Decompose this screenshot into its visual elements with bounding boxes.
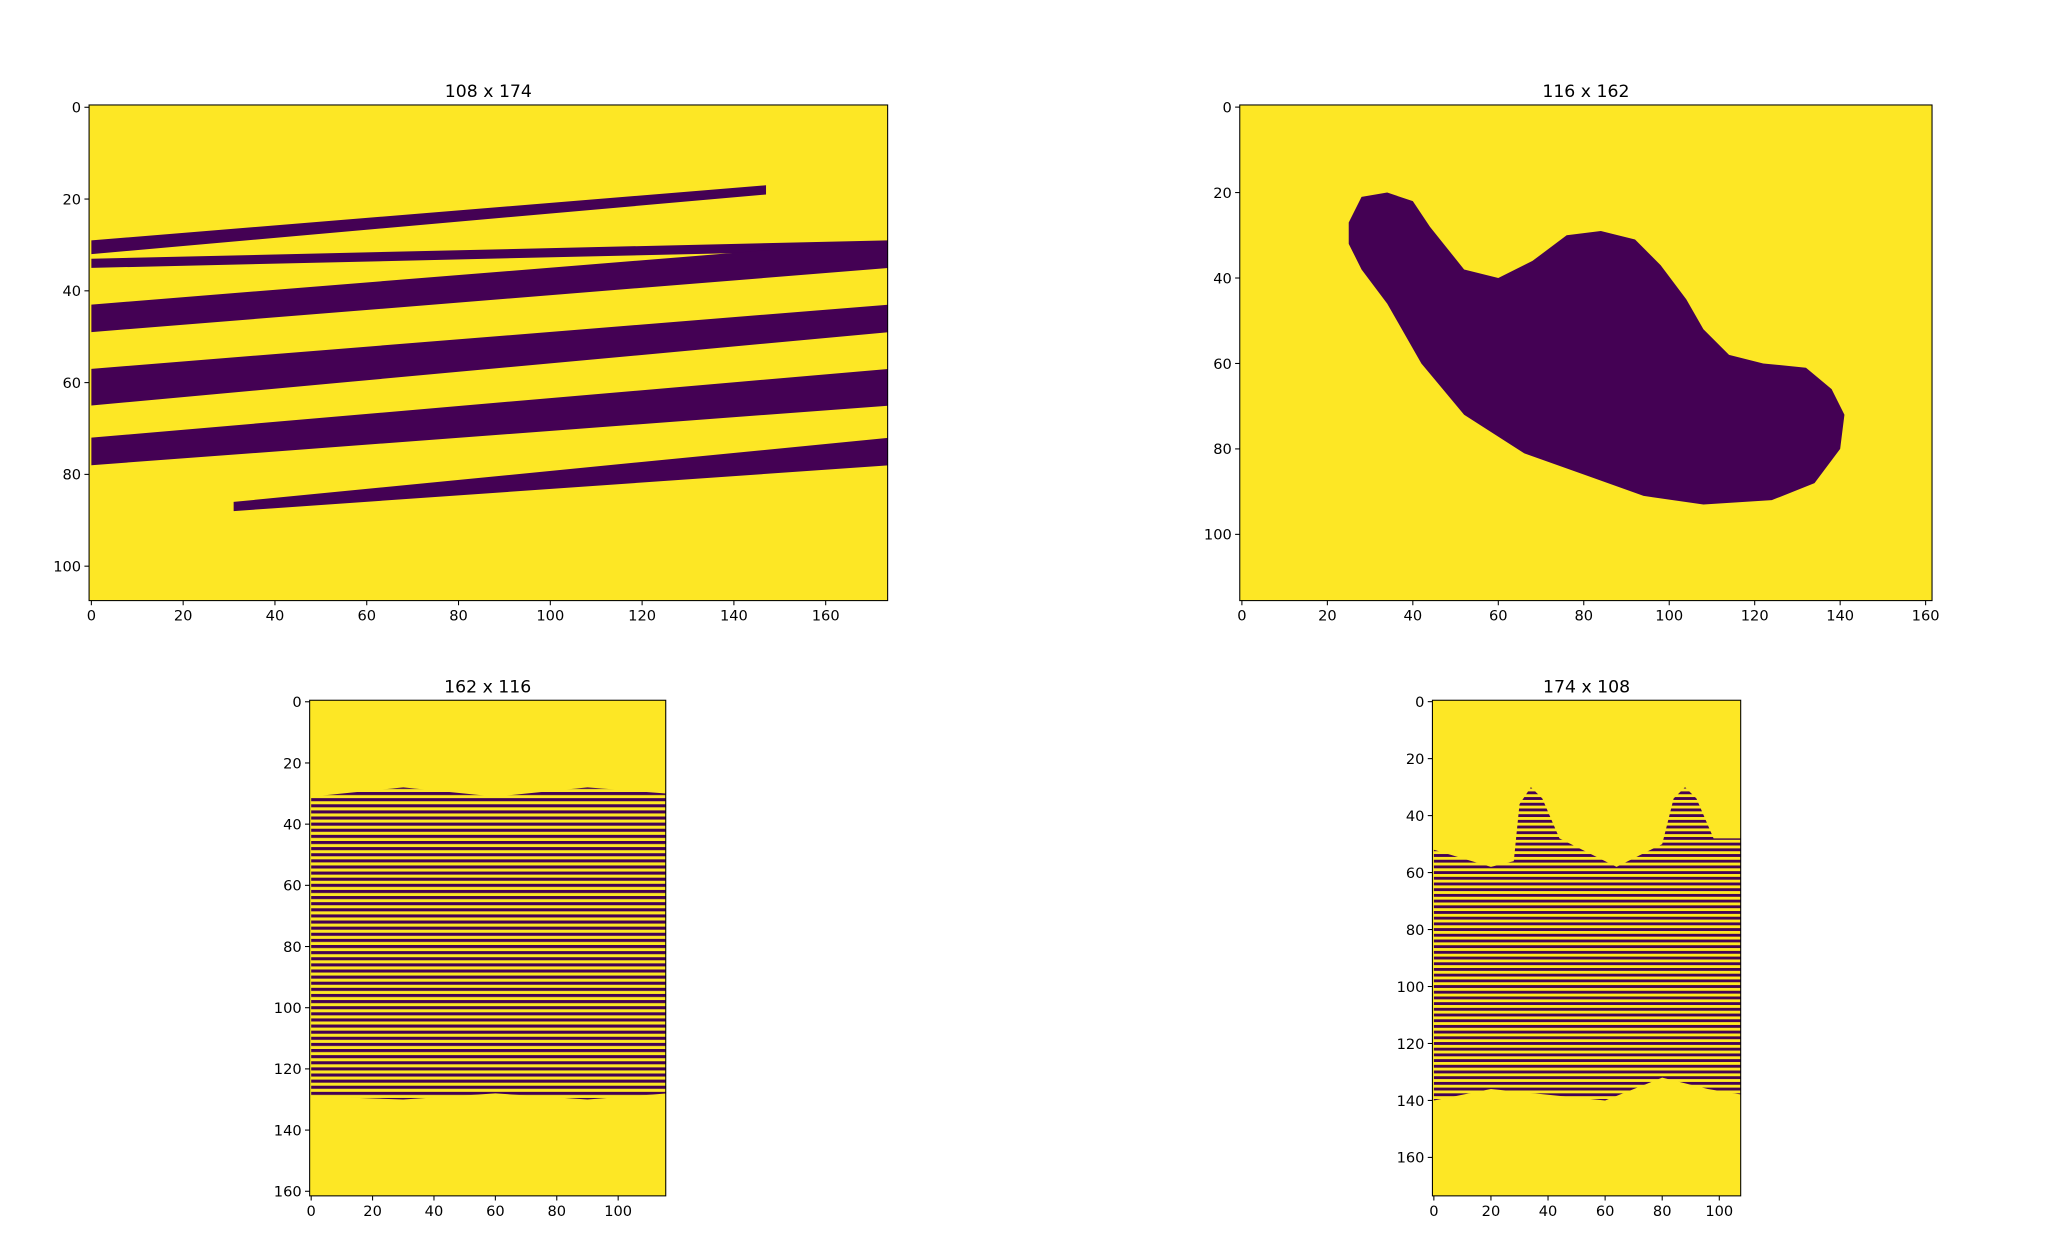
y-tick-label: 20 — [1406, 751, 1425, 768]
y-tick-label: 40 — [63, 283, 82, 300]
y-tick-label: 60 — [1406, 865, 1425, 882]
x-tick-label: 0 — [1429, 1203, 1438, 1220]
y-tick-label: 0 — [72, 100, 81, 117]
x-tick-label: 100 — [1705, 1203, 1733, 1220]
y-tick-label: 0 — [1415, 694, 1424, 711]
x-tick-label: 20 — [174, 608, 193, 625]
x-tick-label: 80 — [449, 608, 468, 625]
y-tick-label: 100 — [1397, 979, 1425, 996]
y-tick-label: 160 — [1397, 1150, 1425, 1167]
x-tick-label: 0 — [307, 1203, 316, 1220]
x-tick-label: 60 — [486, 1203, 505, 1220]
x-tick-label: 100 — [536, 608, 564, 625]
x-tick-label: 40 — [266, 608, 285, 625]
y-tick-label: 20 — [1213, 185, 1232, 202]
x-tick-label: 60 — [1489, 608, 1508, 625]
y-tick-label: 80 — [1406, 922, 1425, 939]
y-tick-label: 80 — [63, 467, 82, 484]
y-tick-label: 40 — [283, 816, 302, 833]
x-tick-label: 20 — [1482, 1203, 1501, 1220]
x-tick-label: 40 — [1404, 608, 1423, 625]
mask-layer — [1433, 787, 1741, 1101]
y-tick-label: 60 — [1213, 356, 1232, 373]
mask-region — [91, 304, 888, 406]
y-tick-label: 140 — [274, 1122, 302, 1139]
y-tick-label: 60 — [63, 375, 82, 392]
y-tick-label: 80 — [283, 939, 302, 956]
y-tick-label: 0 — [1222, 99, 1231, 116]
y-tick-label: 100 — [53, 558, 81, 575]
axes-frame — [309, 699, 667, 1197]
x-tick-label: 120 — [628, 608, 656, 625]
mask-region — [233, 437, 888, 512]
x-tick-label: 80 — [547, 1203, 566, 1220]
y-tick-label: 160 — [274, 1184, 302, 1201]
mask-region — [91, 240, 888, 333]
x-tick-label: 80 — [1653, 1203, 1672, 1220]
x-tick-label: 20 — [363, 1203, 382, 1220]
mask-region — [311, 787, 666, 1100]
y-tick-label: 80 — [1213, 441, 1232, 458]
y-tick-label: 20 — [63, 191, 82, 208]
chart-title: 108 x 174 — [445, 82, 532, 102]
x-tick-label: 0 — [87, 608, 96, 625]
mask-region — [1348, 192, 1845, 505]
x-tick-label: 100 — [604, 1203, 632, 1220]
chart-title: 162 x 116 — [444, 677, 531, 697]
y-tick-label: 20 — [283, 755, 302, 772]
axes-frame — [88, 104, 889, 602]
x-tick-label: 160 — [812, 608, 840, 625]
x-tick-label: 140 — [1826, 608, 1854, 625]
mask-region — [91, 369, 888, 466]
x-tick-label: 100 — [1655, 608, 1683, 625]
x-tick-label: 60 — [357, 608, 376, 625]
mask-layer — [91, 185, 888, 512]
y-tick-label: 60 — [283, 878, 302, 895]
y-tick-label: 140 — [1397, 1093, 1425, 1110]
chart-title: 174 x 108 — [1543, 677, 1630, 697]
y-tick-label: 100 — [274, 1000, 302, 1017]
x-tick-label: 60 — [1596, 1203, 1615, 1220]
axes-frame — [1239, 104, 1933, 602]
axes-frame — [1431, 699, 1742, 1197]
x-tick-label: 160 — [1912, 608, 1940, 625]
mask-region — [91, 185, 767, 255]
mask-layer — [311, 787, 666, 1100]
mask-region — [1433, 787, 1741, 1101]
x-tick-label: 40 — [1539, 1203, 1558, 1220]
x-tick-label: 0 — [1237, 608, 1246, 625]
x-tick-label: 140 — [720, 608, 748, 625]
y-tick-label: 40 — [1213, 270, 1232, 287]
x-tick-label: 120 — [1741, 608, 1769, 625]
y-tick-label: 120 — [1397, 1036, 1425, 1053]
x-tick-label: 20 — [1318, 608, 1337, 625]
y-tick-label: 120 — [274, 1061, 302, 1078]
x-tick-label: 40 — [425, 1203, 444, 1220]
mask-layer — [1348, 192, 1845, 505]
x-tick-label: 80 — [1574, 608, 1593, 625]
y-tick-label: 100 — [1204, 527, 1232, 544]
y-tick-label: 40 — [1406, 808, 1425, 825]
y-tick-label: 0 — [292, 694, 301, 711]
mask-region — [91, 240, 888, 268]
chart-title: 116 x 162 — [1542, 82, 1629, 102]
